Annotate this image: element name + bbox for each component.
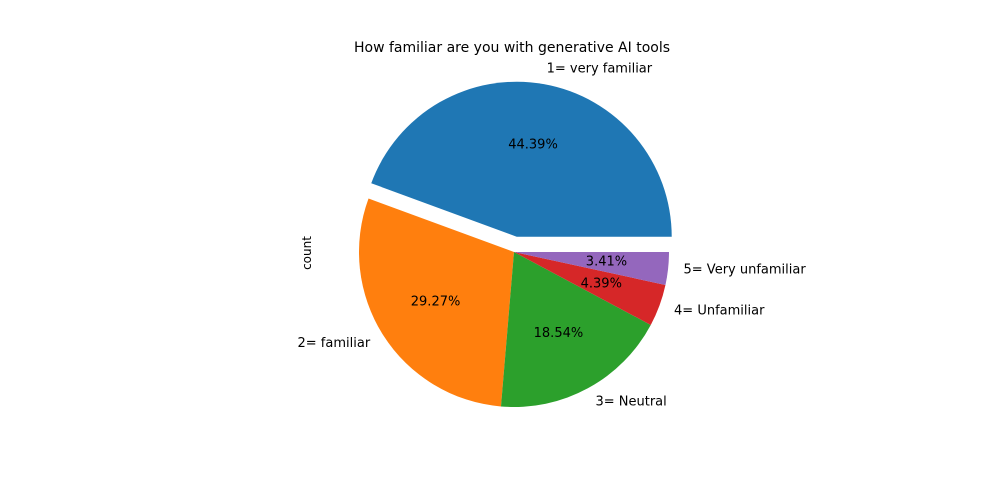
- pie-slices: [359, 81, 672, 408]
- pie-category-label-3-neutral: 3= Neutral: [595, 394, 666, 409]
- pie-pct-label-1-very-familiar: 44.39%: [508, 138, 558, 153]
- pie-slice-5-very-unfamiliar: [514, 252, 669, 285]
- pie-slice-1-very-familiar: [371, 81, 672, 237]
- pie-category-label-4-unfamiliar: 4= Unfamiliar: [674, 303, 765, 318]
- pie-pct-label-4-unfamiliar: 4.39%: [581, 277, 622, 292]
- pie-labels: 44.39% 1= very familiar 29.27% 2= familiar 1…: [298, 61, 807, 409]
- pie-category-label-2-familiar: 2= familiar: [298, 336, 371, 351]
- y-axis-label: count: [300, 236, 314, 270]
- pie-pct-label-5-very-unfamiliar: 3.41%: [586, 254, 627, 269]
- pie-slice-4-unfamiliar: [514, 252, 666, 325]
- pie-category-label-5-very-unfamiliar: 5= Very unfamiliar: [684, 263, 807, 278]
- pie-slice-3-neutral: [500, 252, 651, 408]
- pie-slice-2-familiar: [359, 198, 514, 407]
- pie-pct-label-3-neutral: 18.54%: [534, 326, 584, 341]
- pie-category-label-1-very-familiar: 1= very familiar: [547, 61, 653, 76]
- pie-pct-label-2-familiar: 29.27%: [411, 294, 461, 309]
- chart-title: How familiar are you with generative AI …: [354, 40, 670, 56]
